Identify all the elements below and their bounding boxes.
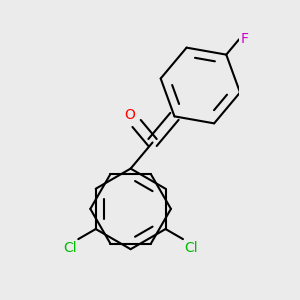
Text: F: F [241,32,249,46]
Text: O: O [124,108,135,122]
Text: Cl: Cl [63,241,77,255]
Text: Cl: Cl [184,241,198,255]
